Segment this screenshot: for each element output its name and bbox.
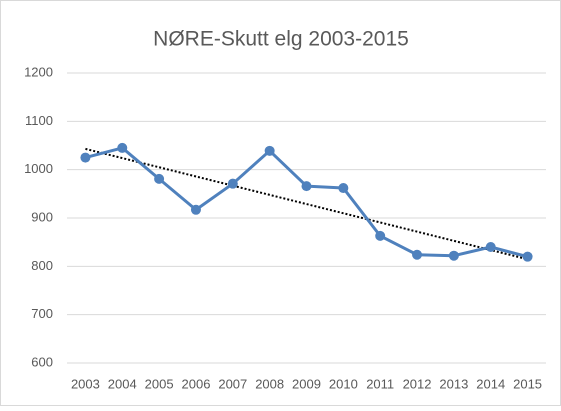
x-tick-label: 2013 — [439, 376, 468, 391]
x-tick-label: 2008 — [255, 376, 284, 391]
point — [264, 145, 275, 156]
point — [154, 173, 165, 184]
point — [301, 181, 312, 192]
x-tick-label: 2003 — [71, 376, 100, 391]
point — [485, 242, 496, 252]
x-tick-label: 2004 — [108, 376, 137, 391]
y-tick-label: 1100 — [25, 113, 53, 128]
x-tick-label: 2011 — [366, 376, 394, 391]
x-tick-label: 2009 — [292, 376, 321, 391]
y-tick-label: 900 — [31, 209, 53, 224]
chart-title: NØRE-Skutt elg 2003-2015 — [153, 28, 409, 51]
point — [375, 230, 386, 241]
y-tick-label: 1000 — [24, 161, 53, 176]
y-tick-label: 700 — [31, 306, 53, 321]
y-tick-label: 1200 — [24, 64, 53, 79]
point — [80, 152, 91, 163]
point — [227, 178, 238, 189]
x-tick-label: 2014 — [476, 376, 505, 391]
x-tick-label: 2012 — [403, 376, 432, 391]
x-tick-label: 2010 — [329, 376, 358, 391]
point — [412, 249, 423, 260]
x-tick-label: 2005 — [145, 376, 174, 391]
y-tick-label: 600 — [31, 354, 53, 369]
x-tick-label: 2007 — [218, 376, 247, 391]
point — [522, 251, 533, 262]
point — [448, 250, 459, 261]
point — [338, 183, 349, 194]
x-tick-label: 2006 — [182, 376, 211, 391]
point — [190, 204, 201, 215]
y-tick-label: 800 — [31, 258, 53, 273]
x-tick-label: 2015 — [513, 376, 542, 391]
point — [117, 142, 128, 153]
